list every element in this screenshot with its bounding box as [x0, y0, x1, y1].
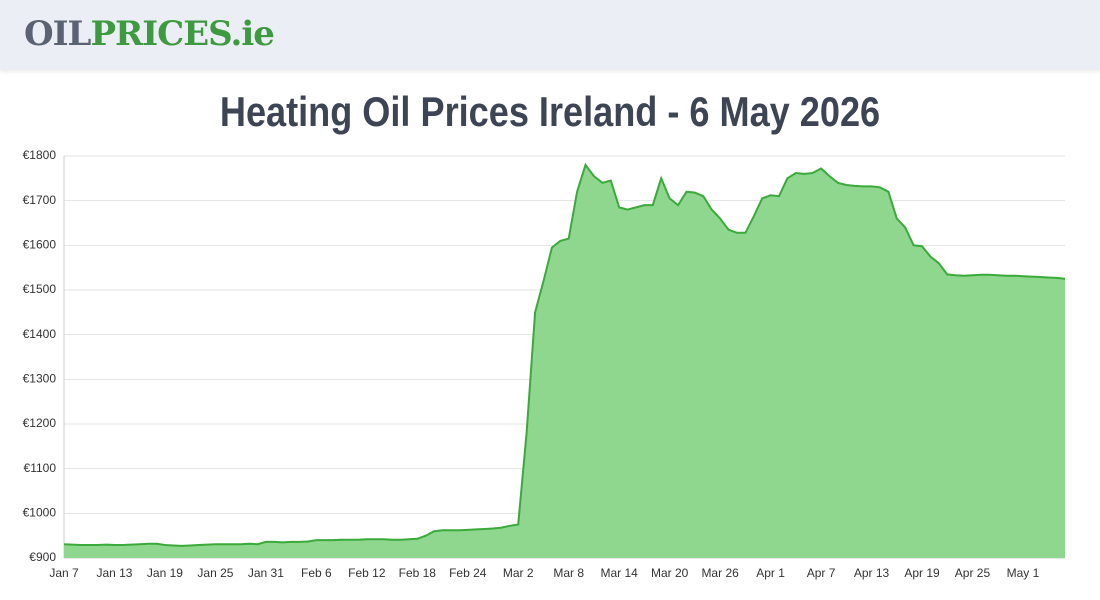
y-tick-label: €1200: [23, 416, 57, 430]
y-tick-label: €1300: [23, 372, 57, 386]
x-tick-label: Apr 19: [904, 566, 940, 580]
x-tick-label: Feb 6: [301, 566, 332, 580]
x-tick-label: Mar 8: [553, 566, 584, 580]
x-tick-label: Jan 7: [49, 566, 79, 580]
line: [63, 162, 1066, 547]
x-tick-label: Mar 14: [600, 566, 638, 580]
x-tick-label: Jan 25: [197, 566, 233, 580]
x-tick-label: Jan 13: [96, 566, 132, 580]
logo[interactable]: OILPRICES.ie: [24, 14, 275, 54]
y-tick-label: €1500: [23, 282, 57, 296]
chart: Heating Oil Prices Ireland - 6 May 2026 …: [23, 90, 1066, 580]
x-tick-label: Apr 25: [955, 566, 991, 580]
x-tick-label: Mar 2: [503, 566, 534, 580]
x-tick-label: Feb 24: [449, 566, 487, 580]
header: OILPRICES.ie: [0, 0, 1100, 70]
y-tick-label: €1700: [23, 193, 57, 207]
x-tick-label: Mar 26: [701, 566, 739, 580]
y-tick-label: €900: [29, 550, 56, 564]
x-tick-label: Feb 12: [348, 566, 386, 580]
area: [64, 164, 1065, 558]
x-tick-label: Apr 1: [756, 566, 785, 580]
y-tick-label: €1100: [24, 461, 57, 475]
y-tick-label: €1400: [23, 327, 57, 341]
x-tick-label: Mar 20: [651, 566, 689, 580]
logo-part: OIL: [24, 14, 91, 54]
x-tick-label: Feb 18: [399, 566, 437, 580]
x-tick-label: Jan 31: [248, 566, 284, 580]
y-tick-label: €1000: [23, 506, 57, 520]
logo-part: PRICES: [90, 14, 231, 54]
x-tick-label: Apr 7: [807, 566, 836, 580]
x-tick-label: Apr 13: [854, 566, 890, 580]
y-tick-label: €1800: [23, 148, 57, 162]
chart-title: Heating Oil Prices Ireland - 6 May 2026: [220, 90, 880, 136]
logo-part: .ie: [230, 14, 274, 54]
x-tick-label: May 1: [1007, 566, 1040, 580]
x-tick-label: Jan 19: [147, 566, 183, 580]
y-tick-label: €1600: [23, 238, 57, 252]
